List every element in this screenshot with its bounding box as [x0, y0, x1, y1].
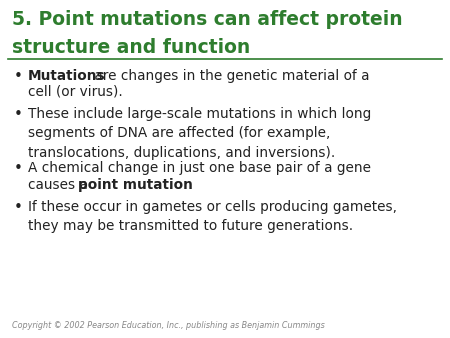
Text: •: • [14, 69, 23, 83]
Text: A chemical change in just one base pair of a gene: A chemical change in just one base pair … [28, 162, 371, 175]
Text: If these occur in gametes or cells producing gametes,
they may be transmitted to: If these occur in gametes or cells produ… [28, 200, 397, 233]
Text: These include large-scale mutations in which long
segments of DNA are affected (: These include large-scale mutations in w… [28, 107, 371, 160]
Text: •: • [14, 162, 23, 176]
Text: •: • [14, 200, 23, 215]
Text: Mutations: Mutations [28, 69, 106, 82]
Text: .: . [168, 178, 172, 192]
Text: point mutation: point mutation [78, 178, 193, 192]
Text: 5. Point mutations can affect protein: 5. Point mutations can affect protein [12, 10, 403, 29]
Text: structure and function: structure and function [12, 38, 250, 57]
Text: Copyright © 2002 Pearson Education, Inc., publishing as Benjamin Cummings: Copyright © 2002 Pearson Education, Inc.… [12, 321, 325, 330]
Text: causes a: causes a [28, 178, 92, 192]
Text: •: • [14, 107, 23, 122]
Text: are changes in the genetic material of a: are changes in the genetic material of a [90, 69, 369, 82]
Text: cell (or virus).: cell (or virus). [28, 85, 123, 99]
